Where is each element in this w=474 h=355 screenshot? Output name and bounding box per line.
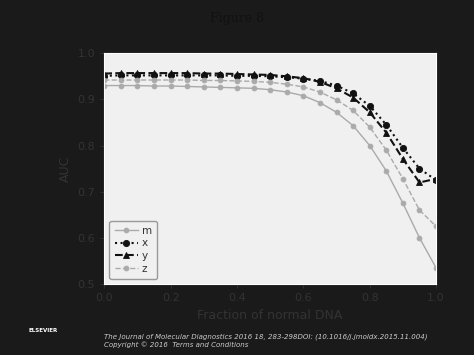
y: [433, 177, 439, 181]
x: [201, 73, 207, 77]
Legend: m, x, y, z: m, x, y, z: [109, 220, 157, 279]
y: [334, 86, 339, 91]
m: [417, 236, 422, 240]
m: [251, 86, 256, 91]
y: [184, 71, 190, 75]
x: [218, 73, 223, 77]
m: [234, 86, 240, 90]
m: [317, 100, 323, 105]
m: [101, 83, 107, 88]
y: [301, 76, 306, 80]
x: [433, 178, 439, 182]
m: [433, 266, 439, 270]
x: [383, 122, 389, 127]
x: [184, 73, 190, 77]
y: [135, 71, 140, 75]
y: [201, 71, 207, 76]
x: [417, 166, 422, 171]
x: [350, 91, 356, 95]
m: [201, 85, 207, 89]
z: [383, 148, 389, 152]
x: [284, 75, 290, 80]
m: [367, 143, 373, 148]
z: [267, 80, 273, 84]
z: [101, 78, 107, 82]
y: [218, 71, 223, 76]
z: [201, 78, 207, 83]
x: [334, 83, 339, 88]
m: [400, 201, 406, 205]
y: [267, 73, 273, 77]
z: [301, 85, 306, 89]
z: [284, 82, 290, 86]
y: [400, 157, 406, 161]
z: [218, 78, 223, 83]
x: [101, 74, 107, 78]
y: [151, 71, 157, 75]
z: [151, 78, 157, 82]
m: [334, 110, 339, 114]
z: [350, 108, 356, 113]
y: [251, 72, 256, 77]
x: [301, 76, 306, 81]
x: [317, 79, 323, 83]
m: [218, 85, 223, 89]
m: [383, 169, 389, 173]
Line: z: z: [102, 78, 438, 229]
z: [433, 224, 439, 229]
z: [135, 78, 140, 82]
z: [168, 78, 173, 82]
z: [367, 125, 373, 129]
Line: x: x: [101, 72, 439, 183]
Line: y: y: [101, 70, 439, 186]
z: [334, 98, 339, 102]
x: [251, 74, 256, 78]
m: [284, 90, 290, 94]
z: [400, 177, 406, 181]
x: [367, 104, 373, 108]
x: [118, 73, 124, 77]
Text: Figure 8: Figure 8: [210, 12, 264, 25]
m: [301, 94, 306, 98]
Y-axis label: AUC: AUC: [59, 155, 72, 182]
y: [417, 180, 422, 185]
Line: m: m: [102, 83, 438, 270]
x: [234, 74, 240, 78]
z: [317, 90, 323, 94]
x: [400, 146, 406, 150]
z: [417, 208, 422, 212]
x: [151, 73, 157, 77]
Text: ELSEVIER: ELSEVIER: [28, 328, 57, 333]
z: [184, 78, 190, 82]
y: [367, 110, 373, 114]
y: [168, 71, 173, 75]
m: [168, 84, 173, 88]
m: [135, 83, 140, 88]
X-axis label: Fraction of normal DNA: Fraction of normal DNA: [198, 308, 343, 322]
m: [267, 88, 273, 92]
m: [184, 84, 190, 89]
m: [350, 124, 356, 128]
z: [118, 78, 124, 82]
y: [284, 74, 290, 78]
y: [118, 71, 124, 75]
y: [234, 72, 240, 76]
Text: The Journal of Molecular Diagnostics 2016 18, 283-298DOI: (10.1016/j.jmoldx.2015: The Journal of Molecular Diagnostics 201…: [104, 334, 428, 348]
y: [317, 80, 323, 84]
m: [118, 83, 124, 88]
y: [350, 95, 356, 100]
x: [168, 73, 173, 77]
x: [267, 74, 273, 78]
y: [383, 131, 389, 135]
m: [151, 84, 157, 88]
y: [101, 71, 107, 76]
x: [135, 73, 140, 77]
z: [234, 79, 240, 83]
z: [251, 79, 256, 83]
